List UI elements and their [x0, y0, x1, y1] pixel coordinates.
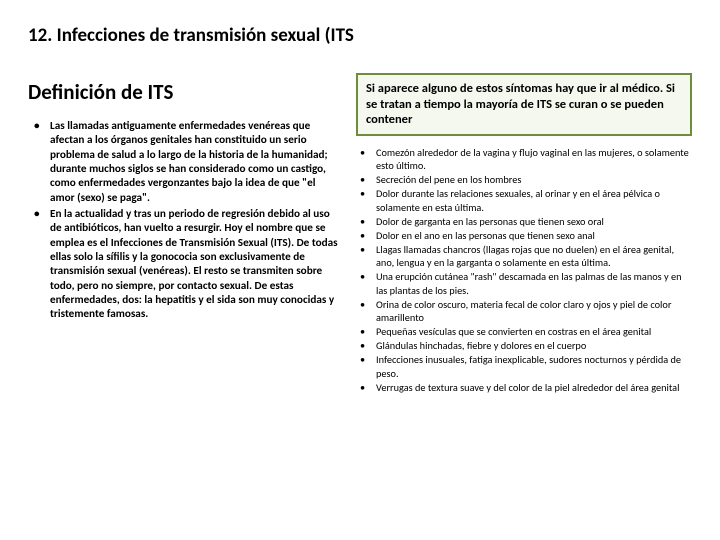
callout-box: Si aparece alguno de estos síntomas hay …	[356, 73, 692, 136]
list-item: Verrugas de textura suave y del color de…	[356, 381, 692, 394]
columns: Definición de ITS Las llamadas antiguame…	[28, 79, 692, 395]
left-column: Definición de ITS Las llamadas antiguame…	[28, 79, 338, 395]
list-item: Secreción del pene en los hombres	[356, 173, 692, 186]
list-item: Dolor durante las relaciones sexuales, a…	[356, 187, 692, 213]
list-item: Dolor de garganta en las personas que ti…	[356, 215, 692, 228]
definition-heading: Definición de ITS	[28, 79, 338, 105]
page-title: 12. Infecciones de transmisión sexual (I…	[28, 24, 692, 47]
definition-list: Las llamadas antiguamente enfermedades v…	[28, 119, 338, 322]
list-item: Llagas llamadas chancros (llagas rojas q…	[356, 243, 692, 269]
list-item: Las llamadas antiguamente enfermedades v…	[28, 119, 338, 205]
list-item: Infecciones inusuales, fatiga inexplicab…	[356, 353, 692, 379]
list-item: Una erupción cutánea "rash" descamada en…	[356, 270, 692, 296]
list-item: Comezón alrededor de la vagina y flujo v…	[356, 146, 692, 172]
right-column: Si aparece alguno de estos síntomas hay …	[356, 79, 692, 395]
list-item: En la actualidad y tras un periodo de re…	[28, 207, 338, 322]
symptoms-list: Comezón alrededor de la vagina y flujo v…	[356, 146, 692, 394]
list-item: Dolor en el ano en las personas que tien…	[356, 229, 692, 242]
list-item: Glándulas hinchadas, fiebre y dolores en…	[356, 339, 692, 352]
list-item: Orina de color oscuro, materia fecal de …	[356, 298, 692, 324]
list-item: Pequeñas vesículas que se convierten en …	[356, 325, 692, 338]
